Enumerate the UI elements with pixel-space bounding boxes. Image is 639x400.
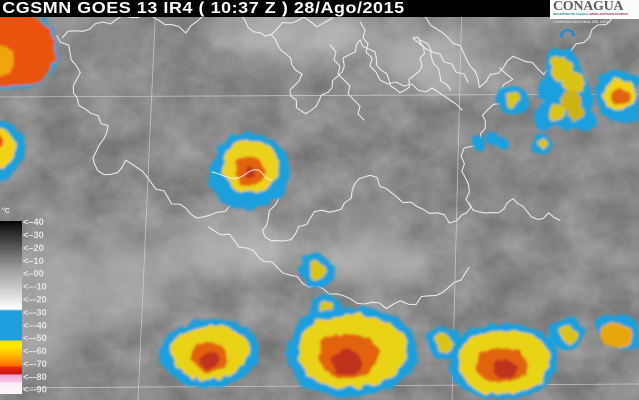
- svg-text:<–-50: <–-50: [23, 333, 47, 343]
- svg-text:<–-60: <–-60: [23, 346, 47, 356]
- svg-text:<–-40: <–-40: [23, 320, 47, 330]
- svg-text:<–-80: <–-80: [23, 372, 47, 382]
- svg-text:<–-20: <–-20: [23, 295, 47, 305]
- svg-text:<–10: <–10: [23, 256, 44, 266]
- svg-text:<–-10: <–-10: [23, 282, 47, 292]
- svg-text:<–-70: <–-70: [23, 359, 47, 369]
- svg-text:<–00: <–00: [23, 269, 44, 279]
- svg-text:<–40: <–40: [23, 217, 44, 227]
- svg-text:<–-90: <–-90: [23, 385, 47, 395]
- svg-text:<–30: <–30: [23, 230, 44, 240]
- svg-text:<–-30: <–-30: [23, 307, 47, 317]
- svg-text:<–20: <–20: [23, 243, 44, 253]
